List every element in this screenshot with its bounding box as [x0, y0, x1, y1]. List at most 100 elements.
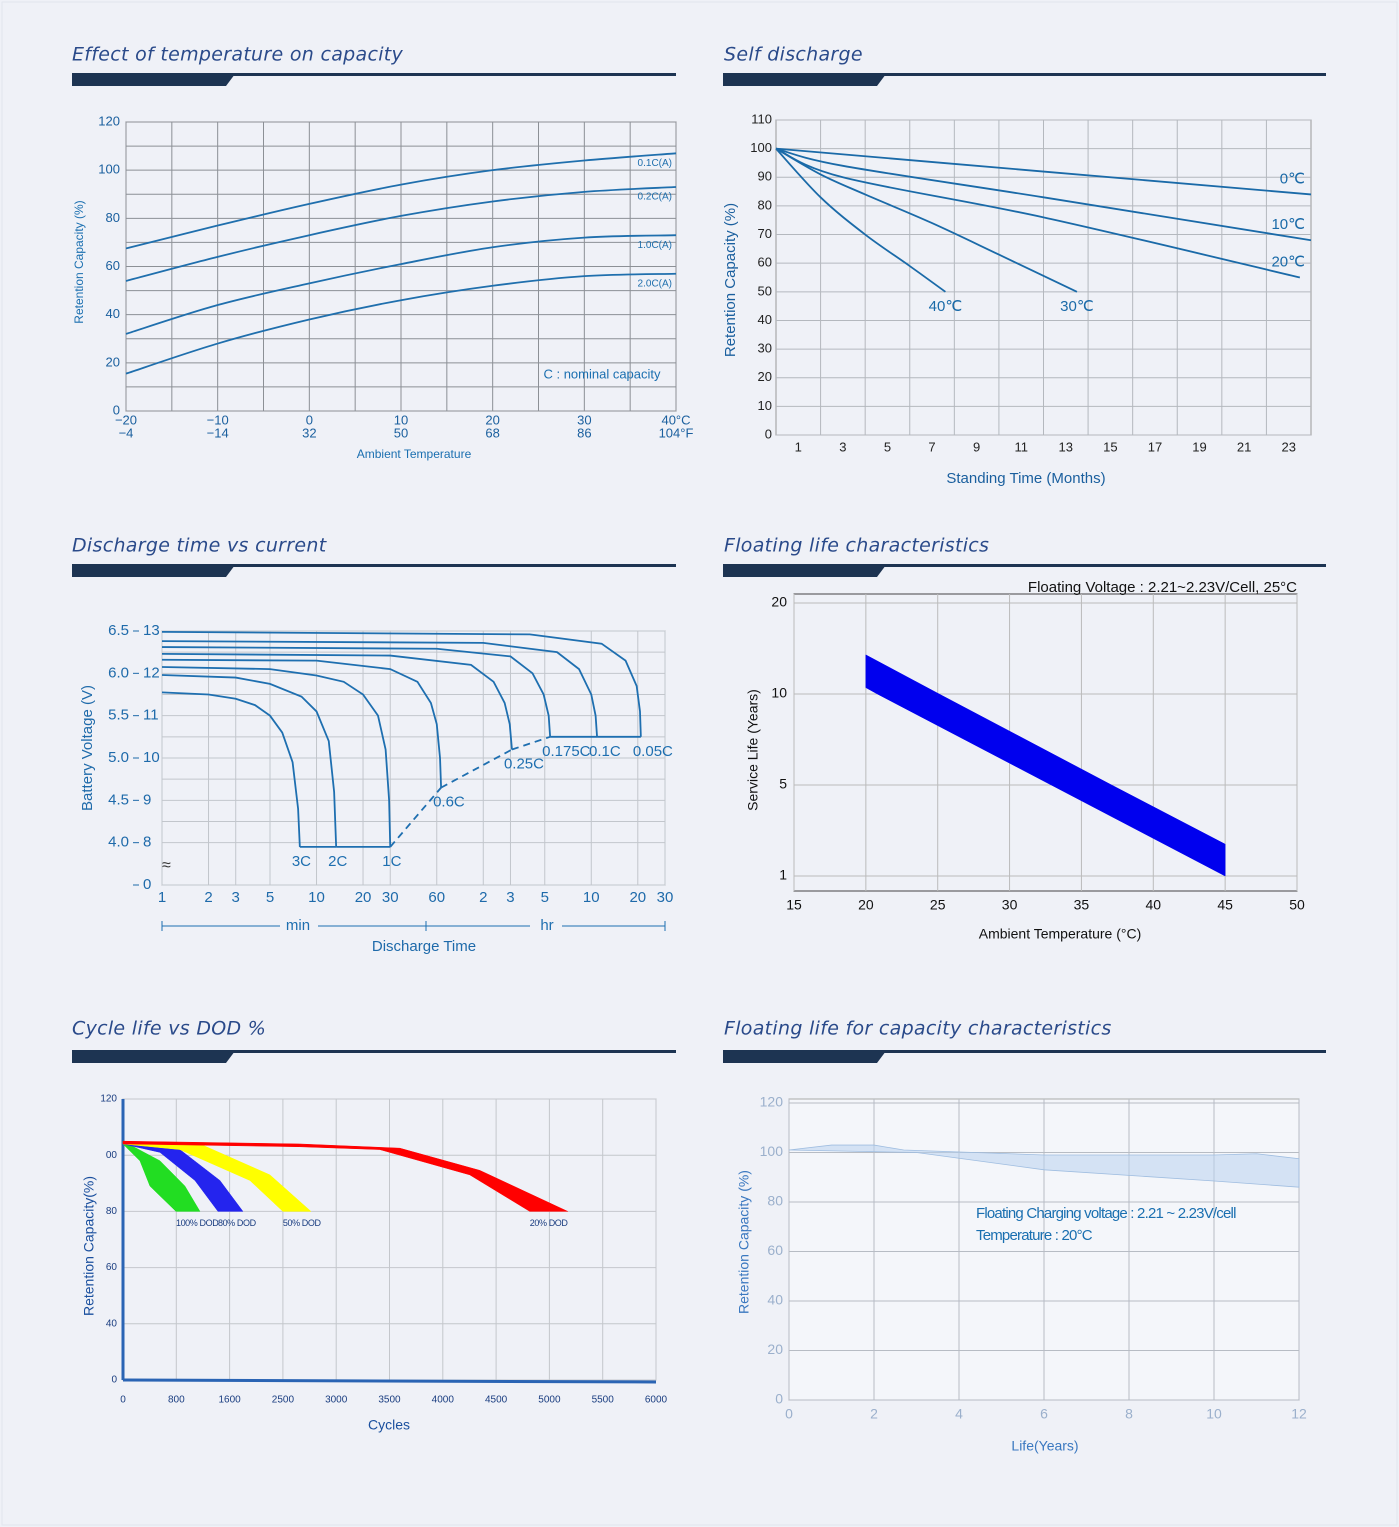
cutoff-line: [440, 748, 513, 789]
x-tick-label: 0: [785, 1406, 793, 1422]
series-area: [865, 654, 1226, 877]
y-axis-label: Retention Capacity (%): [72, 200, 86, 323]
y-tick-label: 50: [758, 283, 772, 298]
series-label: 1C: [382, 853, 401, 870]
y-axis-label: Retention Capacity(%): [81, 1176, 97, 1316]
y-axis-label: Battery Voltage (V): [79, 685, 96, 811]
time-range-arrows: [161, 921, 666, 931]
x-tick-label: 0: [306, 412, 313, 427]
x-tick-label: 15: [786, 897, 802, 913]
x-tick-label: 12: [1291, 1406, 1307, 1422]
heading-line: [723, 564, 1326, 567]
x-axis: [122, 1378, 657, 1384]
y-tick-label: 80: [758, 197, 772, 212]
x-tick-label: 8: [1125, 1406, 1133, 1422]
y-tick-label: 100: [98, 162, 120, 177]
x-tick-label: 30: [1002, 897, 1018, 913]
y-tick-label: 0: [113, 402, 120, 417]
series-label: 20℃: [1271, 253, 1305, 270]
y-tick-label: 40: [106, 1318, 118, 1329]
series-line: [161, 640, 598, 737]
y-tick-label: 60: [767, 1242, 783, 1258]
x-axis-label: Standing Time (Months): [946, 470, 1105, 487]
x-tick-label: 3500: [378, 1395, 401, 1406]
series-label: 0.25C: [504, 756, 544, 773]
x-tick-label: 1600: [218, 1395, 241, 1406]
heading-block: [72, 74, 235, 86]
min-label: min: [286, 917, 310, 934]
x-tick-label: 40°C: [661, 412, 690, 427]
series-label: 20% DOD: [530, 1218, 569, 1228]
x-tick-label: 15: [1103, 439, 1117, 454]
series-line: [161, 652, 513, 750]
y-tick-label: 1: [779, 867, 787, 883]
y-tick-label: 30: [758, 341, 772, 356]
y-tick-label: 12: [143, 664, 160, 681]
y-axis-label: Service Life (Years): [745, 689, 761, 811]
series-line: [125, 272, 677, 375]
series-label: 0.1C: [589, 743, 621, 760]
x-tick-label: 20: [858, 897, 874, 913]
x-tick-label: −10: [207, 412, 229, 427]
series-area: [122, 1140, 312, 1212]
annotation: Floating Charging voltage : 2.21 ~ 2.23V…: [976, 1205, 1236, 1222]
x-tick-label-secondary: 104°F: [659, 425, 694, 440]
y2-tick-label: 5.0: [108, 749, 129, 766]
x-tick-label: 50: [1289, 897, 1305, 913]
x-tick-label: 800: [168, 1395, 185, 1406]
x-tick-label: 4000: [432, 1395, 455, 1406]
x-tick-label: 11: [1014, 439, 1028, 454]
annotation: Temperature : 20°C: [976, 1227, 1093, 1244]
y-tick-label: 90: [758, 169, 772, 184]
series-label: 50% DOD: [283, 1218, 322, 1228]
series-line: [161, 658, 442, 788]
x-axis-label: Cycles: [368, 1417, 410, 1433]
series-line: [125, 152, 677, 250]
x-tick-label: 17: [1148, 439, 1162, 454]
heading-block: [723, 565, 886, 577]
series-label: 3C: [292, 853, 311, 870]
x-tick-label: 40: [1145, 897, 1161, 913]
series-label: 80% DOD: [218, 1218, 257, 1228]
y-axis-label: Retention Capacity (%): [722, 203, 739, 357]
y-axis-label: Retention Capacity (%): [736, 1170, 752, 1314]
x-tick-label: 2: [479, 889, 487, 906]
heading-line: [72, 73, 676, 76]
heading-block: [723, 1051, 886, 1063]
series-label: 0.2C(A): [638, 192, 672, 203]
axis-break: ≈: [162, 857, 171, 874]
x-axis-label: Life(Years): [1011, 1438, 1078, 1454]
chart-title: Self discharge: [724, 44, 863, 66]
x-tick-label-secondary: 86: [577, 425, 591, 440]
x-tick-label: 2: [204, 889, 212, 906]
series-line: [161, 674, 338, 847]
x-tick-label: 20: [629, 889, 646, 906]
x-tick-label: 21: [1237, 439, 1251, 454]
series-label: 1.0C(A): [638, 240, 672, 251]
series-label: 10℃: [1271, 216, 1305, 233]
x-tick-label: 10: [1206, 1406, 1222, 1422]
series-line: [775, 147, 1312, 242]
y2-tick-label: 6.0: [108, 664, 129, 681]
y-tick-label: 20: [771, 594, 787, 610]
series-label: 2C: [328, 853, 347, 870]
x-tick-label: 35: [1074, 897, 1090, 913]
y-tick-label: 80: [767, 1193, 783, 1209]
heading-line: [72, 1050, 676, 1053]
x-axis-label: Ambient Temperature (°C): [979, 926, 1142, 942]
y-tick-label: 5: [779, 776, 787, 792]
series-area: [122, 1140, 568, 1212]
series-line: [775, 147, 1078, 293]
series-line: [161, 646, 552, 737]
cutoff-line: [389, 787, 442, 848]
x-tick-label-secondary: 32: [302, 425, 316, 440]
x-tick-label: 5000: [538, 1395, 561, 1406]
x-tick-label: 25: [930, 897, 946, 913]
y-tick-label: 100: [760, 1143, 784, 1159]
heading-block: [72, 565, 235, 577]
x-tick-label: 5500: [592, 1395, 615, 1406]
y-tick-label: 20: [758, 369, 772, 384]
x-tick-label: 20: [485, 412, 499, 427]
x-tick-label-secondary: 50: [394, 425, 408, 440]
x-tick-label: 5: [266, 889, 274, 906]
